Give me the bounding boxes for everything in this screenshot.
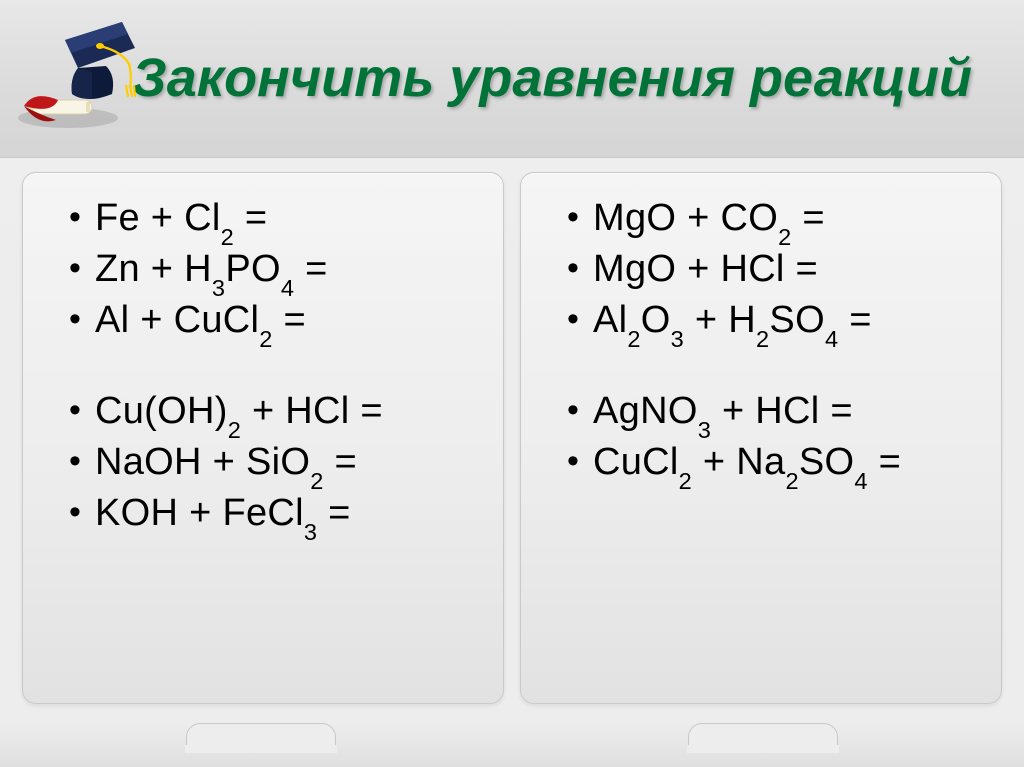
grad-cap-icon bbox=[10, 6, 150, 134]
equation-row: •MgO + HCl = bbox=[567, 250, 981, 288]
bullet-icon: • bbox=[69, 301, 95, 338]
equation-row: •MgO + CO2 = bbox=[567, 199, 981, 237]
equation-row: •Fe + Cl2 = bbox=[69, 199, 483, 237]
equation-text: Zn + H3PO4 = bbox=[95, 250, 328, 288]
equation-row: •AgNO3 + HCl = bbox=[567, 392, 981, 430]
equation-text: Fe + Cl2 = bbox=[95, 199, 267, 237]
equation-text: MgO + CO2 = bbox=[593, 199, 825, 237]
left-panel: •Fe + Cl2 =•Zn + H3PO4 =•Al + CuCl2 =•Cu… bbox=[22, 172, 504, 704]
block-gap bbox=[69, 352, 483, 392]
equation-row: •CuCl2 + Na2SO4 = bbox=[567, 443, 981, 481]
bullet-icon: • bbox=[567, 392, 593, 429]
bullet-icon: • bbox=[567, 443, 593, 480]
panel-notch-left bbox=[186, 723, 336, 749]
equation-text: Al + CuCl2 = bbox=[95, 301, 306, 339]
bullet-icon: • bbox=[567, 250, 593, 287]
block-gap bbox=[567, 352, 981, 392]
slide: Закончить уравнения реакций •Fe + Cl2 =•… bbox=[0, 0, 1024, 767]
bullet-icon: • bbox=[69, 199, 95, 236]
equation-text: NaOH + SiO2 = bbox=[95, 443, 357, 481]
bullet-icon: • bbox=[69, 443, 95, 480]
bullet-icon: • bbox=[69, 392, 95, 429]
equation-row: •KOH + FeCl3 = bbox=[69, 494, 483, 532]
equation-text: CuCl2 + Na2SO4 = bbox=[593, 443, 901, 481]
bullet-icon: • bbox=[567, 199, 593, 236]
bullet-icon: • bbox=[69, 494, 95, 531]
equation-text: AgNO3 + HCl = bbox=[593, 392, 853, 430]
equation-text: Cu(OH)2 + HCl = bbox=[95, 392, 383, 430]
equation-row: •Cu(OH)2 + HCl = bbox=[69, 392, 483, 430]
panel-notch-right bbox=[688, 723, 838, 749]
equation-text: MgO + HCl = bbox=[593, 250, 818, 288]
equation-row: •Al + CuCl2 = bbox=[69, 301, 483, 339]
content-area: •Fe + Cl2 =•Zn + H3PO4 =•Al + CuCl2 =•Cu… bbox=[0, 158, 1024, 722]
equation-text: KOH + FeCl3 = bbox=[95, 494, 351, 532]
bullet-icon: • bbox=[567, 301, 593, 338]
equation-row: •Zn + H3PO4 = bbox=[69, 250, 483, 288]
slide-title: Закончить уравнения реакций bbox=[12, 48, 1012, 110]
bullet-icon: • bbox=[69, 250, 95, 287]
right-panel: •MgO + CO2 =•MgO + HCl =•Al2O3 + H2SO4 =… bbox=[520, 172, 1002, 704]
equation-row: •NaOH + SiO2 = bbox=[69, 443, 483, 481]
equation-row: •Al2O3 + H2SO4 = bbox=[567, 301, 981, 339]
title-bar: Закончить уравнения реакций bbox=[0, 0, 1024, 158]
equation-text: Al2O3 + H2SO4 = bbox=[593, 301, 872, 339]
bottom-shadow bbox=[0, 722, 1024, 767]
